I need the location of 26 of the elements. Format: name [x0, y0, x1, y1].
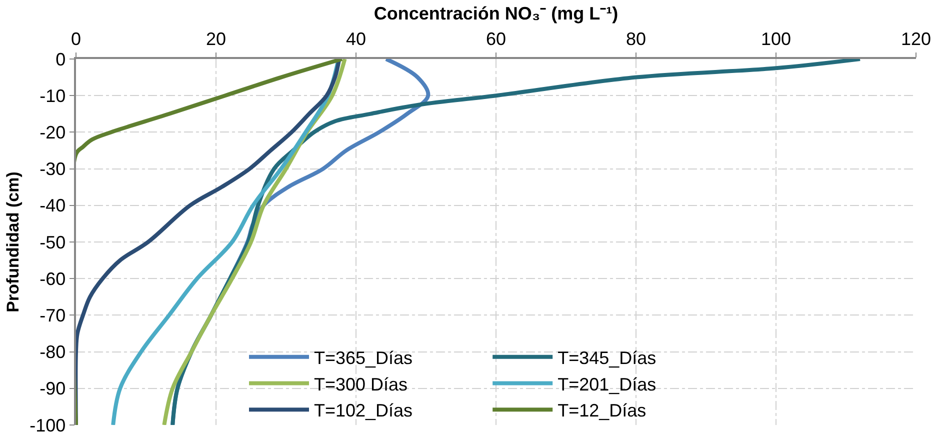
legend-label: T=12_Días — [558, 400, 646, 421]
legend-label: T=365_Días — [314, 348, 413, 368]
y-tick-label: -90 — [40, 378, 66, 399]
y-tick-label: -60 — [40, 268, 66, 289]
x-tick-label: 100 — [760, 29, 792, 50]
y-tick-label: -80 — [40, 342, 66, 362]
legend-label: T=300 Días — [314, 374, 408, 394]
y-tick-label: -100 — [30, 415, 66, 436]
x-tick-label: 60 — [486, 29, 506, 50]
y-axis-title: Profundidad (cm) — [4, 172, 23, 312]
legend-label: T=345_Días — [558, 348, 656, 368]
y-tick-label: -50 — [40, 232, 66, 252]
x-tick-label: 120 — [900, 29, 932, 50]
y-tick-label: -70 — [40, 306, 66, 326]
y-tick-label: -40 — [40, 196, 66, 216]
y-tick-label: -20 — [40, 122, 66, 142]
y-tick-label: -10 — [40, 86, 66, 106]
x-tick-label: 20 — [206, 29, 226, 50]
x-axis-title: Concentración NO₃⁻ (mg L⁻¹) — [374, 4, 618, 24]
legend-label: T=201_Días — [558, 374, 656, 394]
x-tick-label: 0 — [70, 29, 82, 50]
y-tick-label: -30 — [40, 159, 66, 180]
legend-label: T=102_Días — [314, 400, 413, 421]
x-tick-label: 80 — [626, 29, 646, 50]
y-tick-label: 0 — [56, 49, 66, 70]
x-tick-label: 40 — [346, 29, 366, 50]
